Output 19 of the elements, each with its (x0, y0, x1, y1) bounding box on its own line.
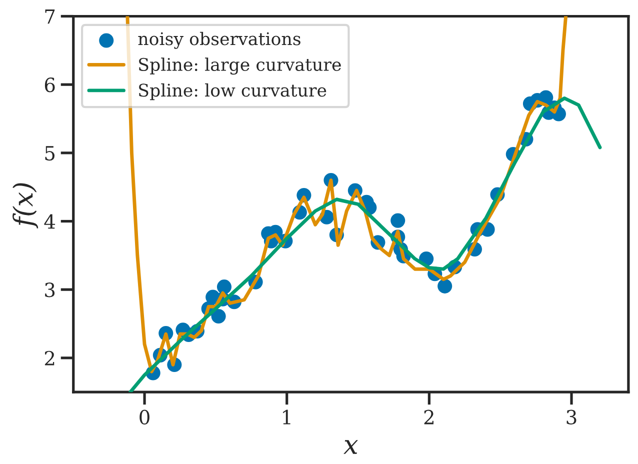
y-tick-label: 6 (44, 78, 55, 92)
legend-label: Spline: low curvature (139, 83, 326, 100)
y-axis-title: f(x) (12, 183, 38, 228)
x-tick-label: 1 (283, 410, 290, 424)
legend-label: Spline: large curvature (139, 58, 341, 75)
point (211, 308, 226, 324)
legend-label: noisy observations (138, 32, 300, 49)
point (438, 278, 452, 294)
x-tick-label: 3 (566, 410, 576, 424)
y-tick-label: 3 (45, 282, 55, 298)
x-tick-label: 0 (140, 410, 150, 424)
x-axis-title: x (344, 440, 358, 454)
point (390, 213, 406, 228)
y-tick-label: 7 (45, 9, 55, 24)
y-tick-label: 5 (45, 146, 55, 161)
y-tick-label: 2 (44, 350, 54, 366)
y-tick-label: 4 (44, 214, 56, 229)
x-tick-label: 2 (424, 410, 434, 424)
point (216, 280, 232, 294)
